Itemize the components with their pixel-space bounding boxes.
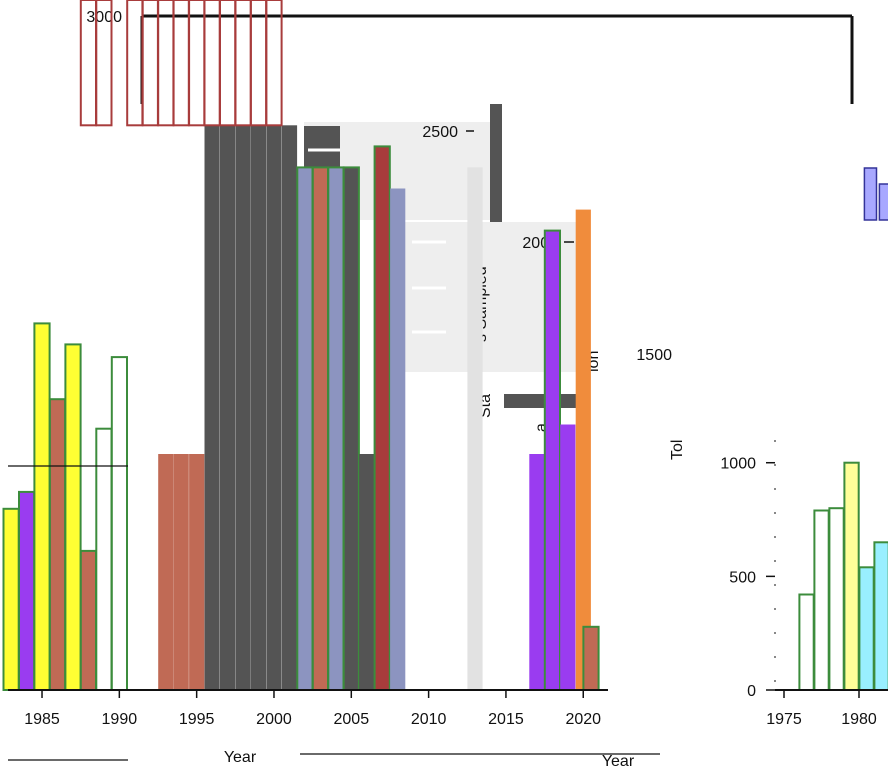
outline-bar-1989 [95,0,113,127]
bar-1986 [48,398,67,691]
bar-1983 [2,507,20,691]
middle-panel: 2500 2000 s Sampled 1500 ion Sta a [304,104,672,432]
bar-1998 [235,125,251,691]
right-top-bar-1979.5 [863,167,878,221]
bar-2004 [327,166,345,691]
right-panel-bars [798,461,888,692]
main-panel-outline-series [79,0,283,127]
bar-2020 [575,209,591,690]
right-bar-1978.5 [828,507,845,692]
right-y-tick-label-1000: 1000 [720,456,756,473]
main-panel-bars [2,125,600,692]
main-panel-axes [8,465,660,761]
outline-bar-1995 [188,0,206,127]
bar-2008 [390,188,406,690]
outline-bar-2000 [265,0,283,127]
bar-1999 [250,125,267,691]
right-y-tick-label-500: 500 [729,569,756,586]
bar-2006 [359,454,375,690]
x-tick-label-2005: 2005 [334,711,370,728]
main-x-ticks: 1985 1990 1995 2000 2005 2010 2015 2020 [24,690,601,728]
x-tick-label-2020: 2020 [565,711,601,728]
bar-1985 [33,322,51,691]
bar-1992 [143,125,158,690]
outline-bar-1997 [219,0,237,127]
x-tick-label-2000: 2000 [256,711,292,728]
bar-1987 [64,343,82,691]
y-tick-label-3000: 3000 [86,9,122,26]
bar-2018 [543,229,561,691]
bar-1993 [158,454,174,690]
right-y-tick-label-0: 0 [747,683,756,700]
bar-1994 [173,454,189,690]
right-ticks: 0 500 1000 1975 1980 [720,456,876,728]
bar-2005 [342,166,360,691]
bar-1984 [18,490,36,691]
right-bar-1977.5 [813,509,830,691]
right-panel-axes [774,440,888,691]
y-axis-title-a-fragment: a [533,423,550,432]
bar-2007 [373,145,391,691]
outline-bar-1992 [141,0,159,127]
bar-2002 [296,166,314,691]
x-tick-label-1990: 1990 [102,711,138,728]
right-bar-1980.5 [858,566,875,691]
bar-2017 [529,454,545,690]
right-x-axis-title: Year [602,753,635,769]
bar-1997 [220,125,236,691]
right-top-bar-1980.5 [878,183,888,221]
bar-2013 [467,167,483,690]
bar-1995 [189,454,205,690]
middle-panel-divider [490,104,502,224]
bar-1989 [95,427,113,691]
x-tick-label-2010: 2010 [411,711,447,728]
bar-1988 [79,549,98,692]
bar-2001 [281,125,298,691]
bar-2019 [560,424,576,690]
right-x-tick-label-1975: 1975 [766,711,802,728]
outline-bar-1996 [203,0,221,127]
outline-bar-1998 [234,0,252,127]
bar-2000 [266,125,282,691]
y-tick-label-1500: 1500 [636,347,672,364]
bar-2003 [311,166,329,691]
right-x-tick-label-1980: 1980 [841,711,877,728]
top-frame: 3000 [86,9,854,104]
right-bar-1976.5 [798,593,815,691]
right-panel-top-bars [863,167,888,221]
bar-1996 [204,125,220,691]
outline-bar-1994 [172,0,190,127]
bar-2020.5 [582,625,600,691]
right-y-axis-title: Tol [669,440,686,460]
outline-bar-1993 [157,0,175,127]
bar-1991 [127,125,142,690]
x-tick-label-1985: 1985 [24,711,60,728]
right-bar-1981.5 [873,541,888,691]
y-tick-label-2500: 2500 [422,124,458,141]
bar-1990 [110,356,129,691]
x-tick-label-1995: 1995 [179,711,215,728]
x-tick-label-2015: 2015 [488,711,524,728]
outline-bar-1999 [249,0,268,127]
outline-bar-1991 [126,0,144,127]
right-bar-1979.5 [843,461,860,692]
main-x-axis-title: Year [224,749,257,766]
